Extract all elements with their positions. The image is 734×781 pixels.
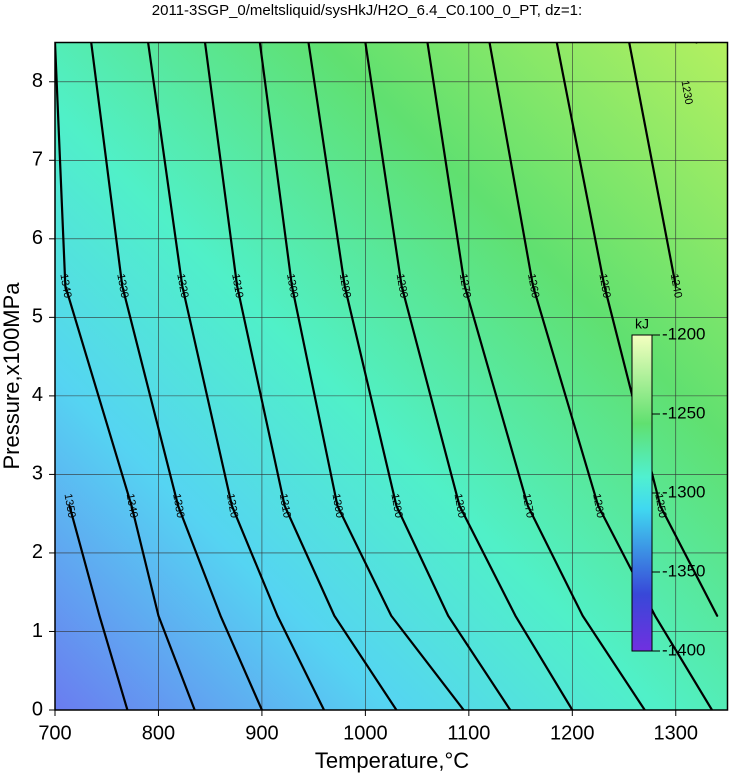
y-tick-label: 5 bbox=[32, 306, 43, 328]
colorbar-label: kJ bbox=[635, 316, 649, 332]
colorbar-tick-label: -1350 bbox=[662, 561, 705, 580]
contour-line bbox=[203, 42, 398, 710]
contour-line bbox=[90, 42, 264, 710]
x-tick-label: 1200 bbox=[550, 722, 595, 744]
contour-label: 1330 bbox=[170, 493, 186, 519]
plot-frame bbox=[54, 41, 729, 711]
contour-line bbox=[307, 42, 512, 710]
contour-label: 1290 bbox=[337, 273, 353, 299]
contour-label: 1340 bbox=[124, 493, 140, 519]
contour-line bbox=[364, 42, 574, 710]
contour-label: 1270 bbox=[520, 493, 536, 519]
contour-label: 1340 bbox=[57, 273, 73, 299]
x-tick-label: 1100 bbox=[447, 722, 490, 744]
contour-label: 1290 bbox=[388, 493, 404, 519]
x-axis-label: Temperature,°C bbox=[315, 748, 469, 773]
contour-label: 1300 bbox=[284, 273, 300, 299]
contour-label: 1350 bbox=[62, 493, 78, 519]
x-tick-label: 1300 bbox=[654, 722, 699, 744]
contour-label: 1310 bbox=[277, 493, 293, 519]
colorbar-tick-label: -1250 bbox=[662, 403, 705, 422]
contour-line bbox=[488, 42, 714, 710]
contour-label: 1280 bbox=[452, 493, 468, 519]
y-tick-label: 4 bbox=[32, 384, 43, 406]
contour-label: 1320 bbox=[224, 493, 240, 519]
y-tick-label: 2 bbox=[32, 541, 43, 563]
contour-line bbox=[68, 504, 129, 710]
y-tick-label: 6 bbox=[32, 227, 43, 249]
colorbar bbox=[631, 334, 653, 652]
contour-label: 1260 bbox=[590, 493, 606, 519]
y-tick-label: 7 bbox=[32, 149, 43, 171]
plot-area bbox=[55, 42, 728, 710]
contour-line bbox=[55, 42, 196, 710]
contour-label: 1260 bbox=[525, 273, 541, 299]
y-axis-label: Pressure,x100MPa bbox=[0, 282, 24, 470]
x-tick-label: 1000 bbox=[343, 722, 388, 744]
contour-label: 1240 bbox=[668, 273, 684, 299]
y-tick-label: 0 bbox=[32, 698, 43, 720]
colorbar-tick-label: -1400 bbox=[662, 640, 705, 659]
contour-line bbox=[147, 42, 326, 710]
contour-label: 1330 bbox=[114, 273, 130, 299]
contour-label: 1300 bbox=[330, 493, 346, 519]
contour-label: 1270 bbox=[457, 273, 473, 299]
x-tick-label: 700 bbox=[38, 722, 71, 744]
contour-line bbox=[258, 42, 465, 710]
y-tick-label: 1 bbox=[32, 620, 43, 642]
colorbar-tick-label: -1300 bbox=[662, 482, 705, 501]
contour-label: 1310 bbox=[229, 273, 245, 299]
contour-label: 1250 bbox=[652, 493, 668, 519]
contour-line bbox=[426, 42, 646, 710]
x-tick-label: 900 bbox=[245, 722, 278, 744]
x-tick-label: 800 bbox=[142, 722, 175, 744]
contour-label: 1320 bbox=[174, 273, 190, 299]
contour-line bbox=[628, 42, 677, 288]
y-tick-label: 8 bbox=[32, 70, 43, 92]
chart-title: 2011-3SGP_0/meltsliquid/sysHkJ/H2O_6.4_C… bbox=[152, 2, 582, 19]
contour-label: 1250 bbox=[596, 273, 612, 299]
y-tick-label: 3 bbox=[32, 463, 43, 485]
contour-label: 1230 bbox=[679, 79, 695, 105]
colorbar-tick-label: -1200 bbox=[662, 324, 705, 343]
contour-label: 1280 bbox=[394, 273, 410, 299]
